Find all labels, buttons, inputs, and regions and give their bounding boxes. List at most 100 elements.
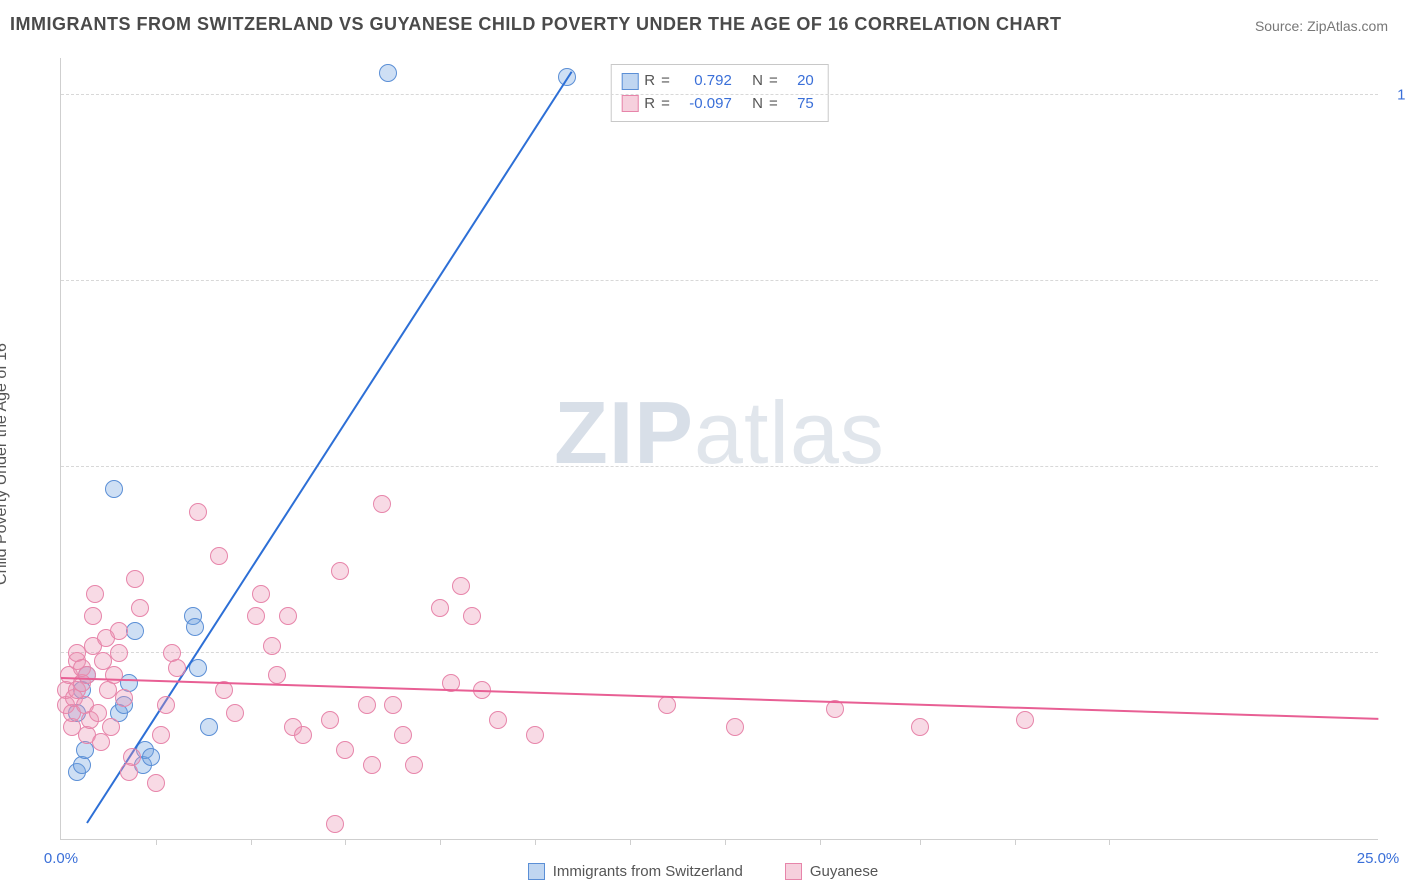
point-pink — [363, 756, 381, 774]
x-tick-mark — [725, 839, 726, 845]
point-pink — [147, 774, 165, 792]
point-pink — [168, 659, 186, 677]
point-pink — [115, 689, 133, 707]
point-pink — [152, 726, 170, 744]
x-tick-mark — [156, 839, 157, 845]
point-pink — [373, 495, 391, 513]
trendline-pink — [61, 677, 1378, 720]
swatch-blue-icon — [621, 73, 638, 90]
gridline-h — [61, 280, 1378, 281]
x-tick-mark — [920, 839, 921, 845]
point-pink — [726, 718, 744, 736]
point-blue — [105, 480, 123, 498]
point-pink — [110, 622, 128, 640]
legend-r-blue: 0.792 — [676, 70, 732, 93]
point-pink — [405, 756, 423, 774]
chart-container: Child Poverty Under the Age of 16 ZIPatl… — [10, 46, 1396, 882]
point-pink — [110, 644, 128, 662]
point-pink — [294, 726, 312, 744]
point-pink — [78, 666, 96, 684]
point-pink — [189, 503, 207, 521]
legend-label-blue: Immigrants from Switzerland — [553, 863, 743, 880]
point-pink — [102, 718, 120, 736]
x-tick-mark — [251, 839, 252, 845]
point-pink — [658, 696, 676, 714]
legend-r-label: R — [644, 93, 655, 116]
watermark: ZIPatlas — [554, 382, 885, 484]
swatch-blue-icon — [528, 863, 545, 880]
chart-title: IMMIGRANTS FROM SWITZERLAND VS GUYANESE … — [10, 14, 1062, 35]
point-pink — [123, 748, 141, 766]
x-tick-mark — [535, 839, 536, 845]
swatch-pink-icon — [621, 95, 638, 112]
point-pink — [210, 547, 228, 565]
point-pink — [263, 637, 281, 655]
plot-area: ZIPatlas R = 0.792 N = 20 R = -0.097 N = — [60, 58, 1378, 840]
point-pink — [268, 666, 286, 684]
legend-n-blue: 20 — [784, 70, 814, 93]
legend-item-pink: Guyanese — [785, 863, 878, 880]
point-pink — [84, 607, 102, 625]
point-pink — [489, 711, 507, 729]
legend-eq: = — [769, 93, 778, 116]
point-pink — [321, 711, 339, 729]
point-pink — [331, 562, 349, 580]
legend-n-label: N — [752, 93, 763, 116]
y-tick-label: 100.0% — [1386, 87, 1406, 104]
point-pink — [157, 696, 175, 714]
x-tick-mark — [820, 839, 821, 845]
gridline-h — [61, 652, 1378, 653]
point-pink — [279, 607, 297, 625]
source-attribution: Source: ZipAtlas.com — [1255, 18, 1388, 34]
point-pink — [911, 718, 929, 736]
y-axis-label: Child Poverty Under the Age of 16 — [0, 343, 11, 585]
gridline-h — [61, 94, 1378, 95]
point-pink — [394, 726, 412, 744]
point-pink — [463, 607, 481, 625]
point-pink — [252, 585, 270, 603]
point-blue — [186, 618, 204, 636]
point-pink — [431, 599, 449, 617]
legend-item-blue: Immigrants from Switzerland — [528, 863, 743, 880]
x-tick-mark — [1109, 839, 1110, 845]
source-link[interactable]: ZipAtlas.com — [1307, 18, 1388, 34]
point-pink — [105, 666, 123, 684]
x-tick-mark — [345, 839, 346, 845]
legend-r-pink: -0.097 — [676, 93, 732, 116]
point-pink — [384, 696, 402, 714]
point-pink — [86, 585, 104, 603]
x-tick-mark — [630, 839, 631, 845]
correlation-legend: R = 0.792 N = 20 R = -0.097 N = 75 — [610, 64, 829, 122]
point-pink — [247, 607, 265, 625]
legend-label-pink: Guyanese — [810, 863, 878, 880]
legend-eq: = — [661, 93, 670, 116]
legend-r-label: R — [644, 70, 655, 93]
point-pink — [326, 815, 344, 833]
y-tick-label: 50.0% — [1386, 459, 1406, 476]
point-pink — [452, 577, 470, 595]
point-blue — [200, 718, 218, 736]
point-pink — [358, 696, 376, 714]
point-blue — [142, 748, 160, 766]
point-pink — [89, 704, 107, 722]
point-pink — [226, 704, 244, 722]
y-tick-label: 75.0% — [1386, 273, 1406, 290]
swatch-pink-icon — [785, 863, 802, 880]
legend-eq: = — [769, 70, 778, 93]
point-blue — [379, 64, 397, 82]
x-tick-mark — [1015, 839, 1016, 845]
series-legend: Immigrants from Switzerland Guyanese — [10, 863, 1396, 880]
gridline-h — [61, 466, 1378, 467]
point-blue — [126, 622, 144, 640]
point-pink — [336, 741, 354, 759]
legend-eq: = — [661, 70, 670, 93]
legend-n-label: N — [752, 70, 763, 93]
legend-row-pink: R = -0.097 N = 75 — [621, 93, 814, 116]
source-label: Source: — [1255, 18, 1303, 34]
point-pink — [92, 733, 110, 751]
legend-row-blue: R = 0.792 N = 20 — [621, 70, 814, 93]
point-pink — [526, 726, 544, 744]
point-pink — [131, 599, 149, 617]
y-tick-label: 25.0% — [1386, 645, 1406, 662]
point-pink — [126, 570, 144, 588]
